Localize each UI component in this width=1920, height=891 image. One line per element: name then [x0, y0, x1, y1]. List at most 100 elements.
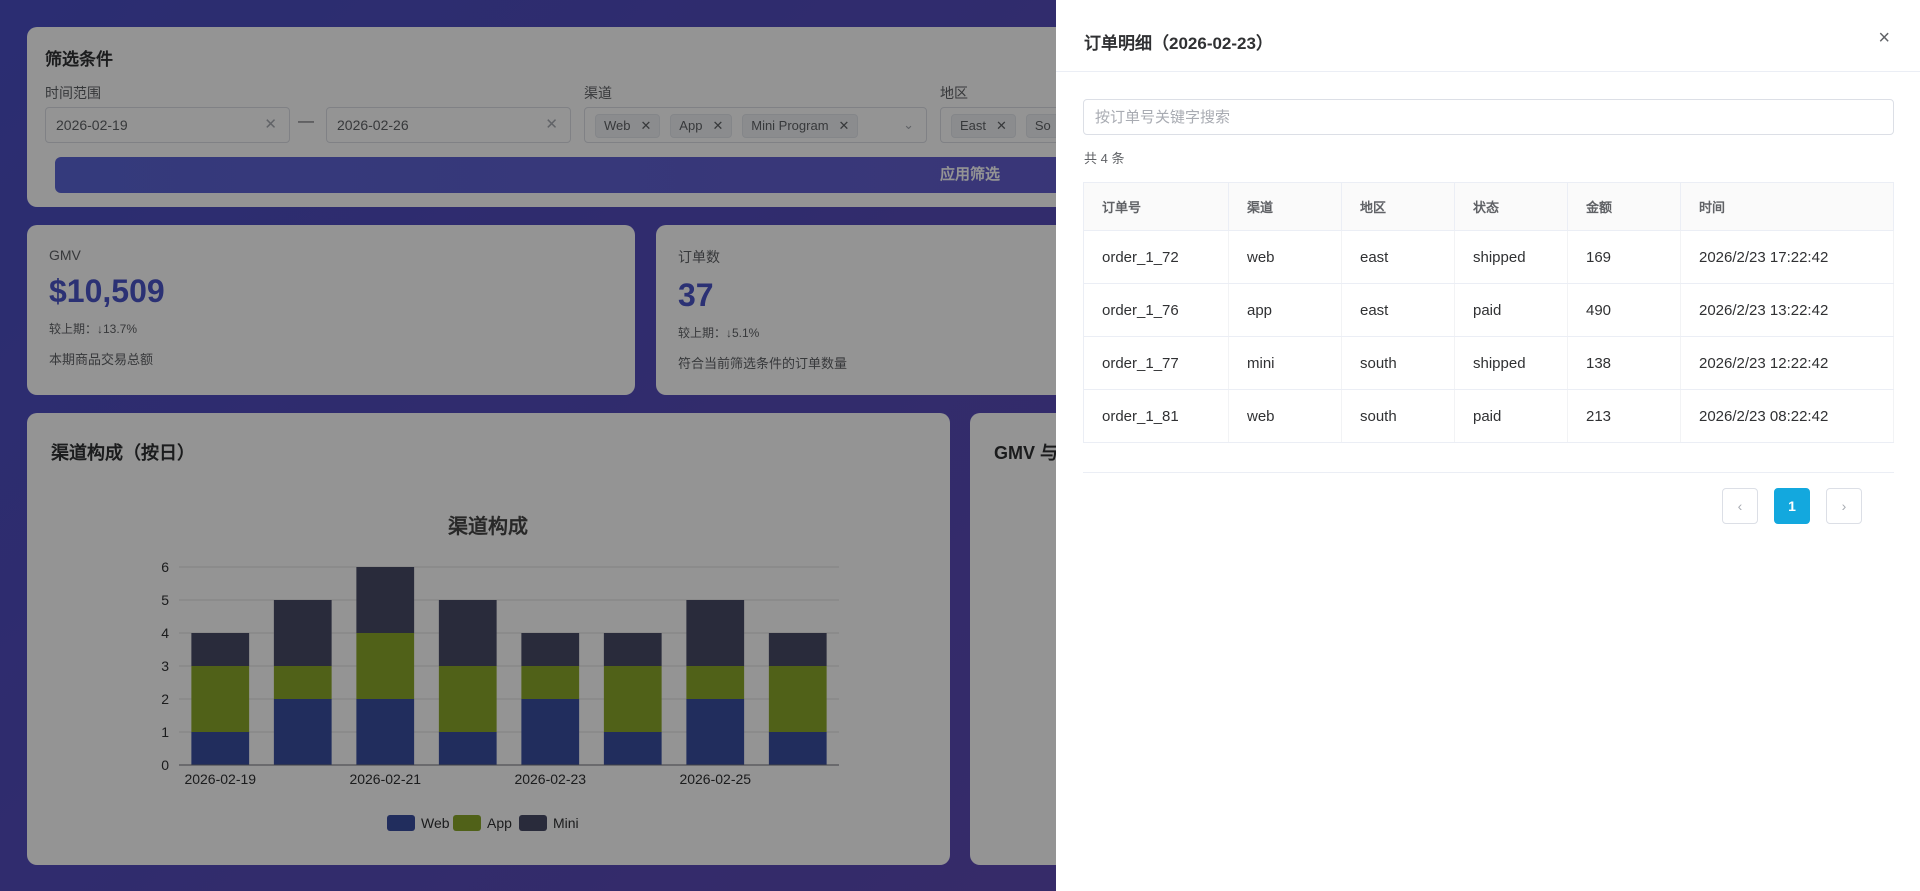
region-label: 地区: [940, 85, 968, 101]
bar-segment-mini: [273, 600, 332, 666]
chart-title: 渠道构成: [448, 514, 528, 538]
table-cell: paid: [1454, 389, 1568, 443]
clear-icon[interactable]: ✕: [545, 116, 558, 133]
tag-close-icon[interactable]: ✕: [640, 118, 652, 134]
channel-select[interactable]: Web ✕ App ✕ Mini Program ✕ ⌄: [584, 107, 927, 143]
tag-close-icon[interactable]: ✕: [712, 118, 724, 134]
legend-swatch: [519, 815, 547, 831]
bar-segment-app: [768, 666, 827, 732]
legend-swatch: [453, 815, 481, 831]
table-cell: 490: [1567, 283, 1681, 337]
bar-segment-app: [521, 666, 580, 699]
table-row[interactable]: order_1_77 mini south shipped 138 2026/2/23 1…: [1083, 336, 1894, 390]
table-header-row: 订单号 渠道 地区 状态 金额 时间: [1083, 182, 1894, 231]
x-tick-label: 2026-02-23: [514, 771, 586, 787]
next-page-button[interactable]: ›: [1826, 488, 1862, 524]
drawer-header: 订单明细（2026-02-23） ×: [1056, 0, 1920, 72]
bar-segment-app: [356, 633, 415, 699]
bar-segment-web: [521, 699, 580, 765]
table-cell: 2026/2/23 08:22:42: [1680, 389, 1894, 443]
kpi-name: GMV: [49, 247, 81, 263]
channel-chart-card: 渠道构成（按日） 渠道构成 0 1 2 3 4 5 6 2026-02-19 2026-02-2…: [27, 413, 950, 865]
y-tick-label: 3: [161, 658, 169, 674]
col-amount[interactable]: 金额: [1567, 182, 1681, 231]
bar-segment-mini: [686, 600, 745, 666]
table-cell: order_1_77: [1083, 336, 1229, 390]
col-order-id[interactable]: 订单号: [1083, 182, 1229, 231]
bar-segment-mini: [191, 633, 250, 666]
bar-segment-web: [191, 732, 250, 765]
channel-tag-mini: Mini Program ✕: [742, 114, 859, 139]
bar-segment-web: [603, 732, 662, 765]
bar-segment-app: [438, 666, 497, 732]
range-separator: —: [298, 113, 314, 130]
table-cell: 2026/2/23 13:22:42: [1680, 283, 1894, 337]
table-cell: south: [1341, 336, 1455, 390]
date-start-input[interactable]: 2026-02-19 ✕: [45, 107, 290, 143]
table-row[interactable]: order_1_76 app east paid 490 2026/2/23 13:22:…: [1083, 283, 1894, 337]
chevron-down-icon[interactable]: ⌄: [903, 117, 914, 132]
kpi-compare: 较上期：↓5.1%: [678, 326, 760, 340]
channel-tag-web: Web ✕: [595, 114, 661, 139]
bar-segment-mini: [603, 633, 662, 666]
bar-segment-web: [768, 732, 827, 765]
y-tick-label: 2: [161, 691, 169, 707]
order-table: 订单号 渠道 地区 状态 金额 时间 order_1_72 web east ship…: [1083, 182, 1894, 443]
kpi-name: 订单数: [678, 249, 720, 265]
legend-label: Web: [421, 815, 450, 831]
tag-close-icon[interactable]: ✕: [838, 118, 850, 134]
bar-segment-web: [356, 699, 415, 765]
table-cell: south: [1341, 389, 1455, 443]
table-cell: east: [1341, 230, 1455, 284]
bar-segment-mini: [768, 633, 827, 666]
kpi-desc: 符合当前筛选条件的订单数量: [678, 356, 848, 371]
kpi-value: $10,509: [49, 273, 165, 309]
page-1-button[interactable]: 1: [1774, 488, 1810, 524]
table-cell: 169: [1567, 230, 1681, 284]
filter-title: 筛选条件: [45, 50, 113, 69]
table-cell: east: [1341, 283, 1455, 337]
table-cell: paid: [1454, 283, 1568, 337]
table-cell: mini: [1228, 336, 1342, 390]
x-tick-label: 2026-02-21: [349, 771, 421, 787]
y-tick-label: 4: [161, 625, 169, 641]
bar-segment-web: [273, 699, 332, 765]
table-cell: order_1_76: [1083, 283, 1229, 337]
table-cell: order_1_81: [1083, 389, 1229, 443]
table-cell: 213: [1567, 389, 1681, 443]
bar-segment-mini: [438, 600, 497, 666]
prev-page-button[interactable]: ‹: [1722, 488, 1758, 524]
close-icon[interactable]: ×: [1878, 27, 1890, 49]
kpi-card-gmv: GMV $10,509 较上期：↓13.7% 本期商品交易总额: [27, 225, 635, 395]
date-end-value: 2026-02-26: [337, 117, 409, 133]
bar-segment-mini: [521, 633, 580, 666]
col-status[interactable]: 状态: [1454, 182, 1568, 231]
x-tick-label: 2026-02-19: [184, 771, 256, 787]
bar-segment-app: [191, 666, 250, 732]
time-range-label: 时间范围: [45, 85, 101, 101]
kpi-desc: 本期商品交易总额: [49, 352, 154, 367]
order-search-input[interactable]: [1083, 99, 1894, 135]
col-region[interactable]: 地区: [1341, 182, 1455, 231]
table-row[interactable]: order_1_81 web south paid 213 2026/2/23 08:22…: [1083, 389, 1894, 443]
tag-close-icon[interactable]: ✕: [996, 118, 1007, 134]
bar-segment-app: [686, 666, 745, 699]
clear-icon[interactable]: ✕: [264, 116, 277, 133]
date-end-input[interactable]: 2026-02-26 ✕: [326, 107, 571, 143]
channel-label: 渠道: [584, 85, 612, 101]
table-footer-line: [1083, 472, 1894, 473]
bar-segment-web: [686, 699, 745, 765]
legend-label: App: [487, 815, 512, 831]
table-cell: 2026/2/23 17:22:42: [1680, 230, 1894, 284]
channel-stacked-bar-chart: 渠道构成 0 1 2 3 4 5 6 2026-02-19 2026-02-21 2026-02-…: [161, 514, 839, 831]
y-tick-label: 6: [161, 559, 169, 575]
table-cell: 2026/2/23 12:22:42: [1680, 336, 1894, 390]
col-channel[interactable]: 渠道: [1228, 182, 1342, 231]
y-tick-label: 1: [161, 724, 169, 740]
table-cell: shipped: [1454, 336, 1568, 390]
table-row[interactable]: order_1_72 web east shipped 169 2026/2/23 17:…: [1083, 230, 1894, 284]
date-start-value: 2026-02-19: [56, 117, 128, 133]
table-cell: shipped: [1454, 230, 1568, 284]
col-time[interactable]: 时间: [1680, 182, 1894, 231]
kpi-value: 37: [678, 277, 714, 313]
